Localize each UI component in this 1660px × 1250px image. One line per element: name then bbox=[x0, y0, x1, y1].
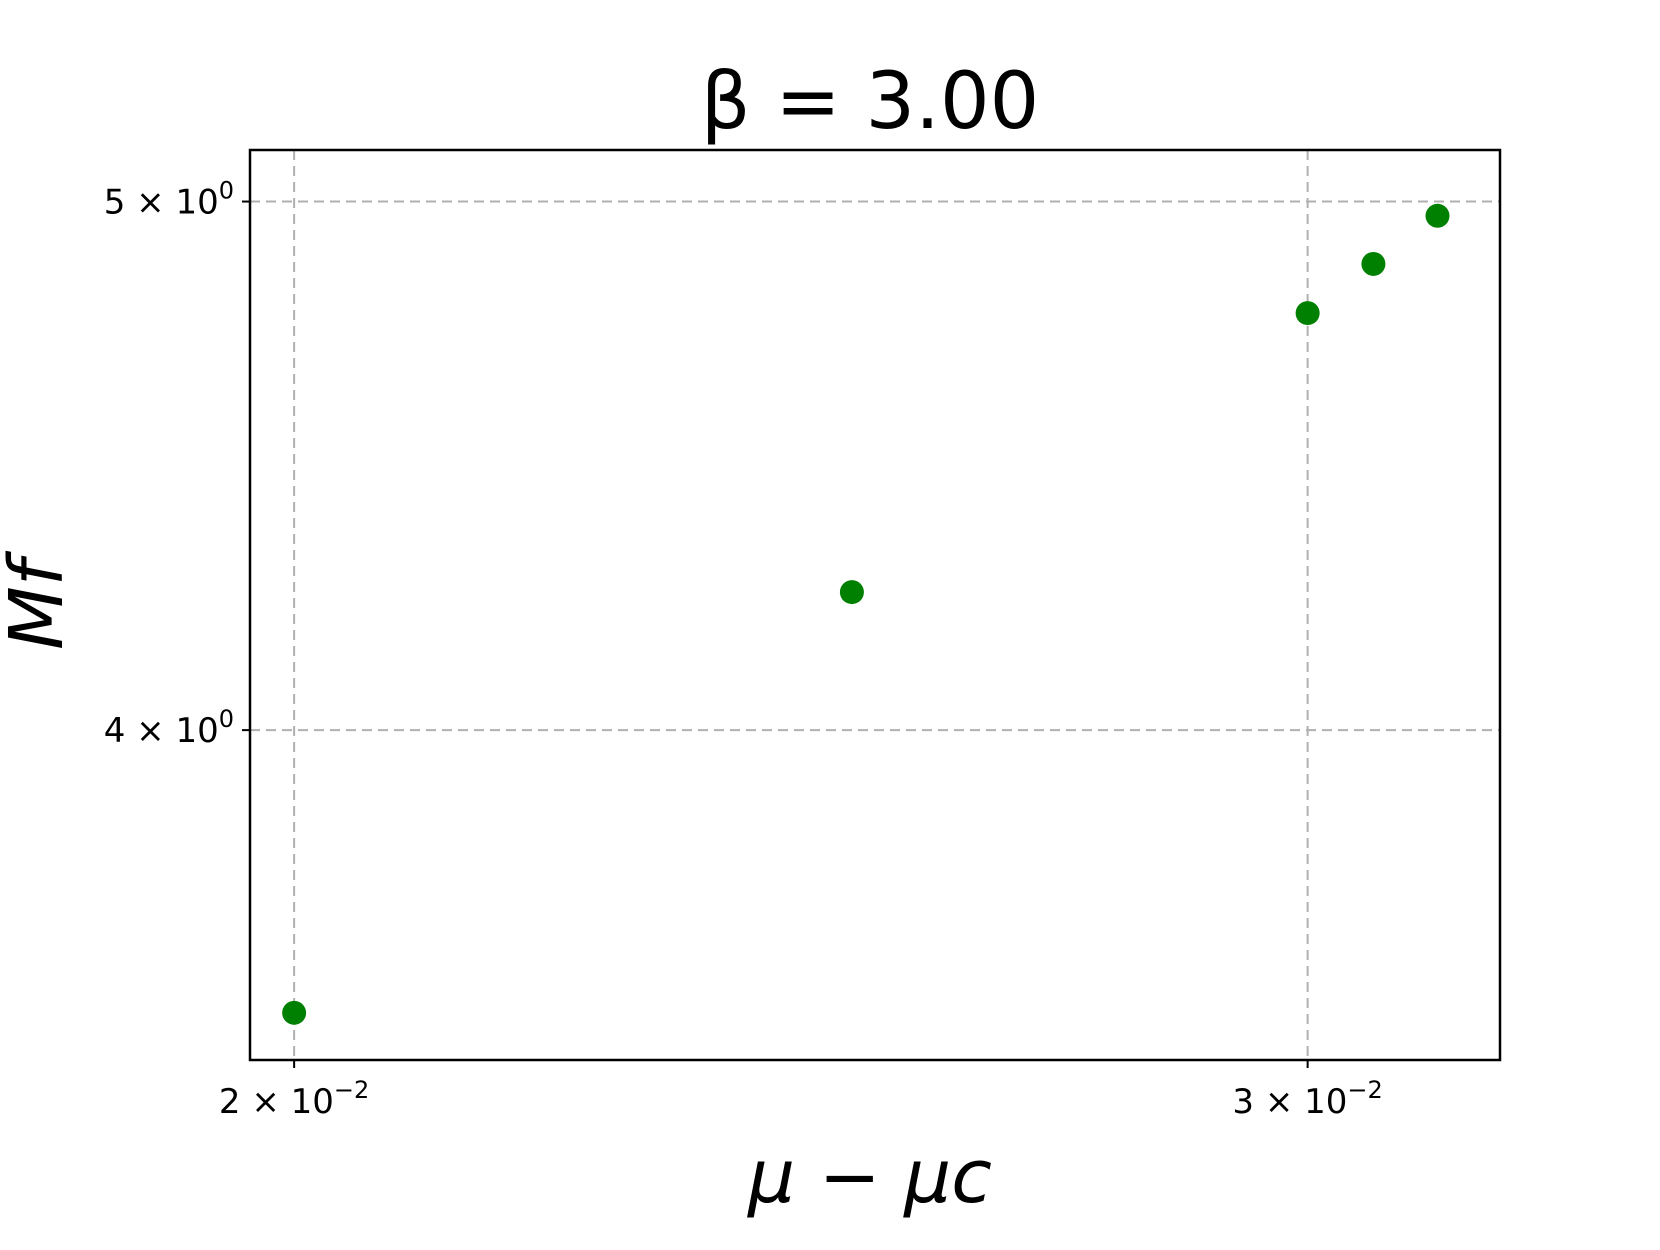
data-point bbox=[282, 1000, 307, 1025]
grid-layer bbox=[250, 150, 1500, 1060]
data-point bbox=[1295, 301, 1320, 326]
data-point bbox=[1361, 251, 1386, 276]
y-tick-label: 4 × 100 bbox=[104, 705, 234, 751]
x-tick-label: 2 × 10−2 bbox=[219, 1076, 369, 1122]
ticks-layer: 2 × 10−2 3 × 10−2 4 × 100 5 × 100 bbox=[104, 177, 1383, 1122]
y-tick-label: 5 × 100 bbox=[104, 177, 234, 223]
chart-title: β = 3.00 bbox=[701, 57, 1039, 147]
plot-frame bbox=[248, 148, 1502, 1062]
x-axis-label: μ − μc bbox=[747, 1134, 992, 1220]
data-point bbox=[839, 580, 864, 605]
x-tick-label: 3 × 10−2 bbox=[1232, 1076, 1382, 1122]
data-point bbox=[1425, 203, 1450, 228]
y-axis-label: Mf bbox=[0, 550, 80, 650]
points-layer bbox=[282, 203, 1450, 1025]
